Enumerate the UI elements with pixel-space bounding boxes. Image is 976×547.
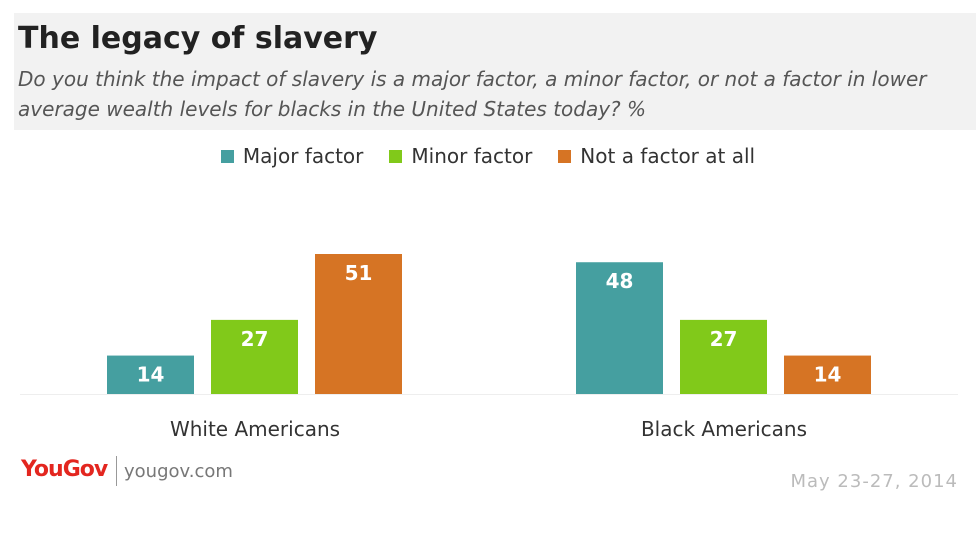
data-label: 14 xyxy=(137,363,165,387)
legend-swatch-not xyxy=(558,149,572,163)
data-label: 27 xyxy=(710,327,738,351)
data-label: 14 xyxy=(814,363,842,387)
chart-title: The legacy of slavery xyxy=(18,21,378,56)
survey-date: May 23-27, 2014 xyxy=(790,471,958,492)
data-label: 48 xyxy=(606,269,634,293)
legend-label-not: Not a factor at all xyxy=(580,144,756,168)
chart-subtitle: Do you think the impact of slavery is a … xyxy=(18,67,927,121)
bar-major-black xyxy=(576,262,663,394)
data-label: 51 xyxy=(345,261,373,285)
legend-label-minor: Minor factor xyxy=(411,144,533,168)
bar-minor-white xyxy=(211,319,298,394)
bar-not-white xyxy=(315,254,402,394)
yougov-logo: YouGov xyxy=(21,457,108,482)
legend: Major factor Minor factor Not a factor a… xyxy=(0,144,976,168)
legend-label-major: Major factor xyxy=(242,144,364,168)
legend-item-major: Major factor xyxy=(220,144,364,168)
data-label: 27 xyxy=(241,327,269,351)
bar-minor-black xyxy=(680,319,767,394)
legend-item-not: Not a factor at all xyxy=(558,144,755,168)
legend-swatch-major xyxy=(220,149,234,163)
category-label: White Americans xyxy=(170,417,340,441)
category-label: Black Americans xyxy=(641,417,807,441)
header-panel: The legacy of slavery Do you think the i… xyxy=(14,13,976,130)
legend-item-minor: Minor factor xyxy=(389,144,532,168)
footer-site: yougov.com xyxy=(124,461,233,482)
legend-swatch-minor xyxy=(389,149,403,163)
bar-major-white xyxy=(107,355,194,394)
footer-divider xyxy=(116,456,117,486)
bar-not-black xyxy=(784,355,871,394)
